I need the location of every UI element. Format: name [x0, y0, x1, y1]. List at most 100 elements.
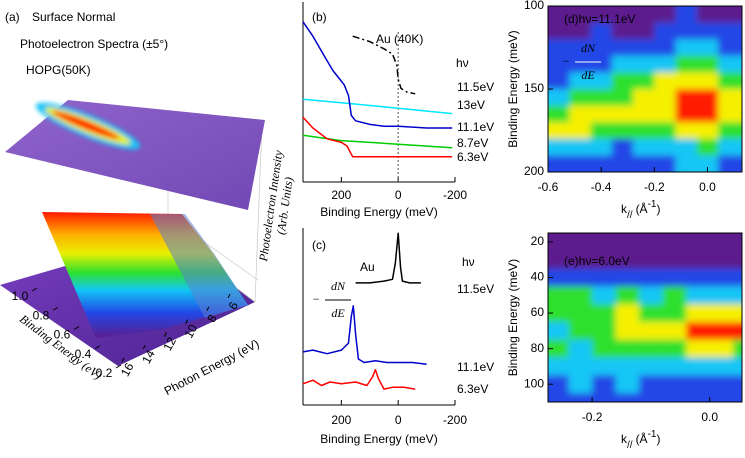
x-axis-title-part: -1 [648, 199, 657, 210]
heatmap-cell [696, 138, 719, 156]
spectrum-line [302, 134, 453, 149]
x-axis-title-part: ) [656, 202, 660, 216]
heatmap-cell [568, 250, 593, 270]
heatmap-cell [592, 304, 617, 323]
heatmap-cell [590, 89, 613, 107]
y-axis-title: Binding Energy (meV) [506, 259, 520, 376]
x-tick-label: 200 [331, 188, 351, 202]
heatmap-cell [590, 22, 613, 40]
panel-a: (a) Surface Normal Photoelectron Spectra (… [5, 10, 296, 398]
panel-2: 200 0 -200 11.5eV 11.1eV 6.3eV (c) Binding Ener… [302, 228, 494, 446]
x-tick-label: 0.0 [699, 180, 716, 194]
spectrum-line [355, 232, 421, 284]
heatmap-cell [675, 155, 698, 172]
heatmap-cells [548, 233, 742, 402]
heatmap-cell [639, 357, 664, 376]
spectrum-line [302, 116, 453, 158]
heatmap-cell [686, 375, 711, 394]
heatmap-cell [662, 375, 687, 394]
heatmap-cell [590, 72, 613, 90]
heatmap-cell [733, 339, 742, 359]
heatmap-cell [675, 72, 698, 90]
heatmap-cell [592, 357, 617, 376]
series-label: 11.1eV [457, 120, 494, 134]
heatmap-cell [718, 105, 742, 123]
series-label: 6.3eV [457, 150, 488, 164]
heatmap-cell [662, 304, 687, 323]
heatmap-cell [686, 321, 711, 341]
x-tick-label: 0 [395, 413, 402, 427]
heatmap-cell [615, 233, 640, 252]
y-tick-label: 10 [182, 322, 201, 341]
heatmap-cell [696, 39, 719, 57]
heatmap-cell [611, 89, 634, 107]
heatmap-cell [733, 375, 742, 394]
heatmap-cell [686, 286, 711, 305]
heatmap-cell [675, 138, 698, 156]
heatmap-cell [611, 6, 634, 24]
y-axis-title: Binding Energy (meV) [506, 30, 520, 147]
heatmap-cell [654, 155, 677, 172]
heatmap-cell [548, 375, 570, 394]
heatmap-cell [592, 268, 617, 287]
heatmap-cell [709, 268, 734, 287]
heatmap-cell [639, 233, 664, 252]
heatmap-cell [709, 357, 734, 376]
heatmap-cell [675, 89, 698, 107]
heatmap-cell [615, 375, 640, 394]
heatmap-cell [548, 105, 570, 123]
heatmap-cell [675, 122, 698, 140]
x-axis-title-part: -1 [648, 429, 657, 440]
heatmap-cell [548, 233, 570, 252]
derivative-numerator: dN [331, 279, 346, 293]
heatmap-cell [548, 89, 570, 107]
legend-title: hν [462, 255, 475, 269]
surface-shoulder [150, 214, 248, 318]
heatmap-cell [696, 105, 719, 123]
heatmap-cell [548, 250, 570, 270]
heatmap-cell [548, 6, 570, 24]
y-tick-label: 40 [531, 270, 545, 284]
heatmap-cell [548, 286, 570, 305]
heatmap-cell [718, 22, 742, 40]
heatmap-cell [615, 321, 640, 341]
heatmap-cell [709, 321, 734, 341]
heatmap-cell [568, 375, 593, 394]
heatmap-cell [633, 6, 655, 24]
heatmap-cell [568, 304, 593, 323]
heatmap-cell [639, 393, 664, 402]
y-tick-label: 100 [524, 0, 544, 12]
heatmap-cell [654, 6, 677, 24]
panel-title: Surface Normal [32, 10, 115, 24]
annotation: Au [360, 260, 375, 274]
derivative-sign: − [312, 292, 320, 306]
heatmap-cell [675, 55, 698, 73]
heatmap-cell [590, 105, 613, 123]
x-axis-title: k//(Å-1) [621, 429, 660, 451]
heatmap-cell [548, 122, 570, 140]
y-tick-label: 100 [524, 376, 544, 390]
heatmap-cell [686, 339, 711, 359]
x-tick-label: -200 [443, 413, 467, 427]
heatmap-cell [696, 6, 719, 24]
derivative-sign: − [562, 54, 570, 68]
heatmap-cell [696, 89, 719, 107]
heatmap-cell [611, 55, 634, 73]
heatmap-cell [548, 39, 570, 57]
x-tick-label: 1.0 [12, 289, 29, 303]
x-tick [115, 364, 122, 369]
x-tick-label: 0.4 [75, 347, 92, 361]
heatmap-cell [718, 122, 742, 140]
heatmap-cell [633, 55, 655, 73]
heatmap-cell [733, 268, 742, 287]
y-tick-label: 80 [531, 341, 545, 355]
series-label: 11.5eV [457, 80, 494, 94]
heatmap-cell [662, 393, 687, 402]
heatmap-cell [590, 122, 613, 140]
heatmap-cell [633, 22, 655, 40]
heatmap-cell [654, 105, 677, 123]
x-tick-label: -0.2 [644, 180, 665, 194]
series-label: 11.5eV [457, 282, 494, 296]
panel-title: (d)hν=11.1eV [564, 12, 636, 26]
